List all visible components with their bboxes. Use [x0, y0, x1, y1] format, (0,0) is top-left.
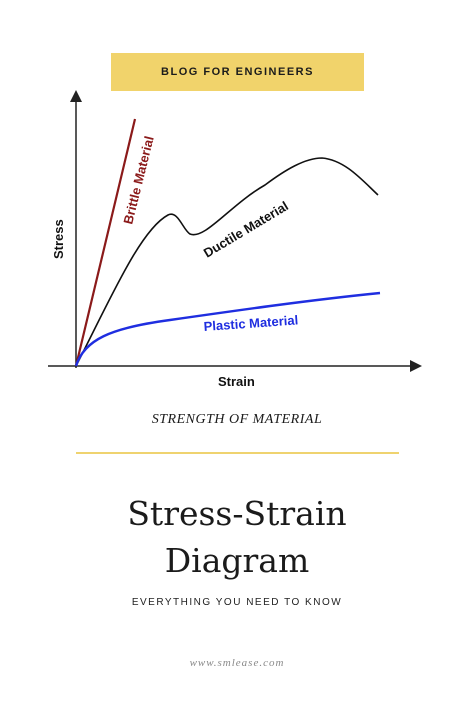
plastic-label: Plastic Material: [203, 312, 298, 334]
stress-strain-diagram: Stress Strain Brittle Material Ductile M…: [48, 90, 422, 389]
ductile-label: Ductile Material: [201, 198, 291, 260]
title-line-1: Stress-Strain: [127, 494, 347, 533]
banner-text: BLOG FOR ENGINEERS: [161, 66, 314, 78]
subject-label: STRENGTH OF MATERIAL: [151, 412, 323, 427]
tagline: EVERYTHING YOU NEED TO KNOW: [131, 597, 343, 608]
brittle-label: Brittle Material: [120, 134, 156, 225]
x-axis-label: Strain: [218, 374, 255, 389]
divider: [76, 452, 399, 454]
title-line-2: Diagram: [164, 541, 310, 580]
ductile-curve: [75, 157, 379, 367]
y-axis-label: Stress: [51, 219, 66, 259]
blog-banner: BLOG FOR ENGINEERS: [111, 53, 364, 91]
brittle-curve: [74, 118, 137, 367]
plastic-curve: [74, 291, 381, 367]
website-link[interactable]: www.smlease.com: [189, 657, 285, 669]
